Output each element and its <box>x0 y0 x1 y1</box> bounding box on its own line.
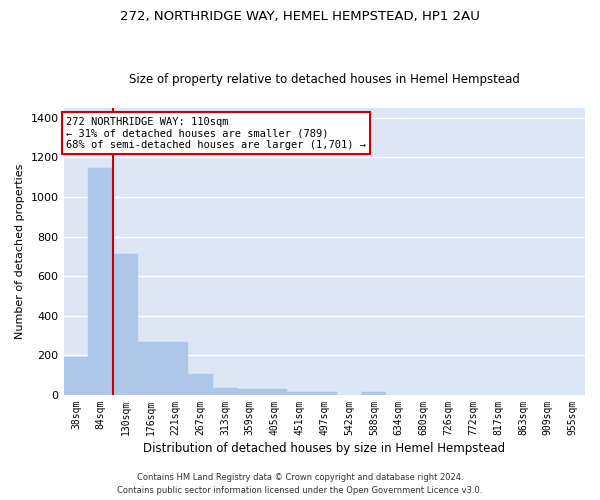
Bar <box>163 342 188 395</box>
Text: 272 NORTHRIDGE WAY: 110sqm
← 31% of detached houses are smaller (789)
68% of sem: 272 NORTHRIDGE WAY: 110sqm ← 31% of deta… <box>66 116 366 150</box>
Bar <box>138 342 163 395</box>
Text: Contains HM Land Registry data © Crown copyright and database right 2024.
Contai: Contains HM Land Registry data © Crown c… <box>118 474 482 495</box>
Bar <box>212 388 238 395</box>
Bar <box>113 254 138 395</box>
Bar <box>64 357 88 395</box>
Bar <box>188 374 212 395</box>
Title: Size of property relative to detached houses in Hemel Hempstead: Size of property relative to detached ho… <box>129 73 520 86</box>
X-axis label: Distribution of detached houses by size in Hemel Hempstead: Distribution of detached houses by size … <box>143 442 505 455</box>
Bar <box>287 392 312 395</box>
Bar <box>262 390 287 395</box>
Bar <box>238 390 262 395</box>
Y-axis label: Number of detached properties: Number of detached properties <box>15 164 25 339</box>
Bar <box>362 392 386 395</box>
Bar <box>88 168 113 395</box>
Text: 272, NORTHRIDGE WAY, HEMEL HEMPSTEAD, HP1 2AU: 272, NORTHRIDGE WAY, HEMEL HEMPSTEAD, HP… <box>120 10 480 23</box>
Bar <box>312 392 337 395</box>
